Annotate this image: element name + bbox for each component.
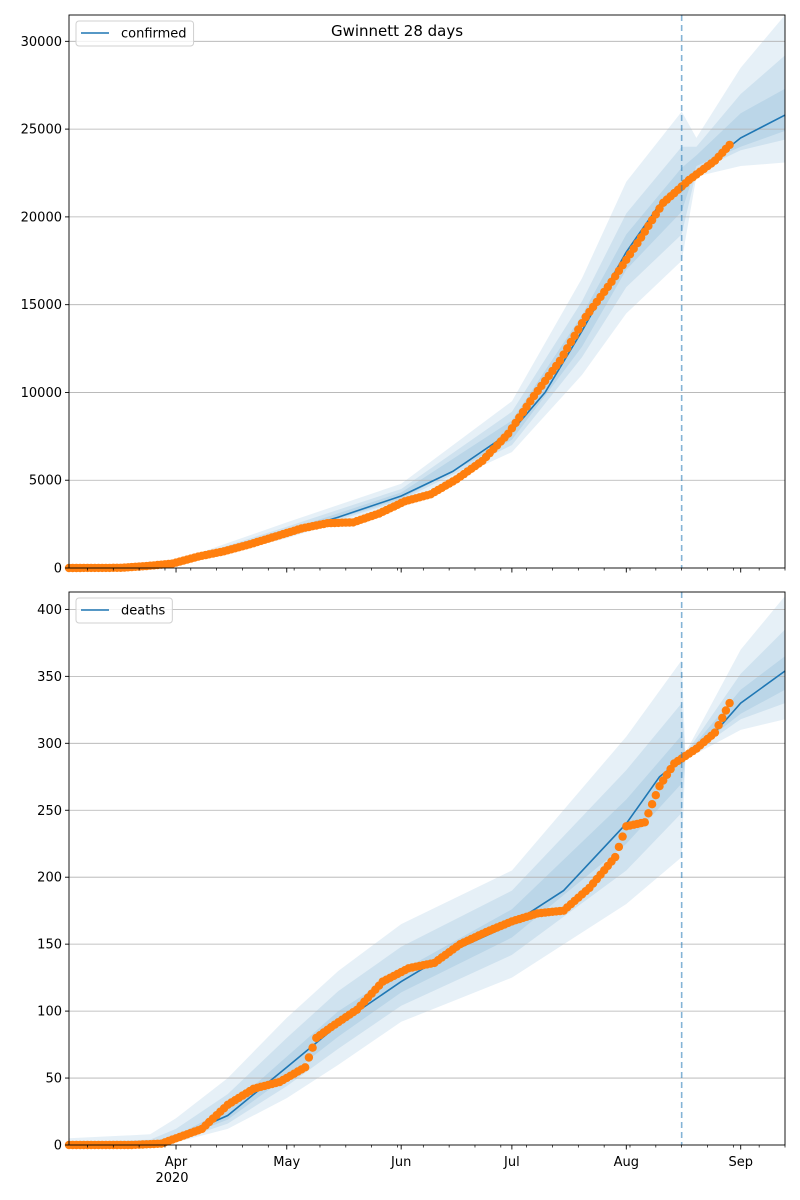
y-tick-label: 30000 — [21, 35, 62, 50]
confirmed-uncertainty-bands — [69, 15, 785, 568]
deaths-legend: deaths — [75, 597, 173, 624]
y-tick-label: 100 — [37, 1005, 62, 1020]
deaths-uncertainty-bands — [69, 596, 785, 1145]
observed-point — [611, 852, 620, 862]
confirmed-legend: confirmed — [75, 20, 195, 47]
y-tick-label: 350 — [37, 670, 62, 685]
observed-point — [301, 1063, 310, 1072]
y-tick-label: 150 — [37, 938, 62, 953]
y-tick-label: 10000 — [21, 386, 62, 401]
y-tick-label: 200 — [37, 871, 62, 886]
x-tick-label: Jun — [390, 1155, 411, 1170]
observed-point — [559, 350, 568, 359]
x-tick-label: May — [273, 1155, 300, 1170]
y-tick-label: 0 — [54, 1139, 62, 1154]
x-tick-label: Apr — [165, 1155, 188, 1170]
observed-point — [651, 791, 660, 800]
observed-point — [614, 842, 624, 852]
uncertainty-band-1 — [69, 15, 785, 568]
x-axis-year-label: 2020 — [155, 1171, 188, 1186]
x-tick-label: Sep — [728, 1155, 753, 1170]
confirmed-panel: 0 5000 10000 15000 20000 25000 30000 confirmed — [21, 14, 786, 577]
observed-point — [710, 728, 720, 737]
observed-point — [577, 319, 587, 328]
observed-point — [574, 325, 583, 334]
confirmed-legend-label: confirmed — [121, 27, 187, 42]
confirmed-legend-box — [75, 20, 195, 47]
deaths-x-ticks: Apr May Jun Jul Aug Sep — [87, 1145, 786, 1170]
y-tick-label: 20000 — [21, 210, 62, 225]
observed-point — [721, 706, 731, 715]
y-tick-label: 50 — [45, 1072, 62, 1087]
observed-point — [304, 1053, 314, 1062]
observed-point — [563, 344, 572, 353]
observed-point — [640, 818, 649, 827]
y-tick-label: 300 — [37, 737, 62, 752]
deaths-plot-frame — [68, 591, 786, 1146]
observed-point — [566, 337, 576, 347]
observed-point — [725, 140, 734, 150]
observed-point — [718, 713, 727, 723]
observed-point — [725, 698, 734, 708]
y-tick-label: 25000 — [21, 123, 62, 138]
observed-point — [644, 809, 653, 818]
confirmed-x-ticks — [87, 568, 786, 573]
confirmed-y-axis: 0 5000 10000 15000 20000 25000 30000 — [21, 35, 69, 577]
observed-point — [647, 800, 657, 809]
observed-point — [308, 1043, 317, 1052]
deaths-panel: 0 50 100 150 200 250 300 350 400 Apr May Jun Jul Aug… — [37, 591, 786, 1170]
observed-point — [618, 832, 627, 841]
y-tick-label: 400 — [37, 603, 62, 618]
y-tick-label: 250 — [37, 804, 62, 819]
y-tick-label: 0 — [54, 562, 62, 577]
deaths-legend-box — [75, 597, 173, 624]
deaths-y-axis: 0 50 100 150 200 250 300 350 400 — [37, 603, 69, 1154]
x-tick-label: Jul — [503, 1155, 520, 1170]
observed-point — [714, 721, 723, 730]
observed-point — [570, 331, 579, 340]
deaths-gridlines — [69, 609, 785, 1079]
confirmed-plot-frame — [68, 14, 786, 569]
figure-title: Gwinnett 28 days — [331, 22, 463, 40]
x-tick-label: Aug — [614, 1155, 639, 1170]
y-tick-label: 5000 — [29, 474, 62, 489]
observed-point — [555, 356, 565, 365]
y-tick-label: 15000 — [21, 298, 62, 313]
uncertainty-band-1 — [69, 596, 785, 1145]
deaths-legend-label: deaths — [121, 604, 166, 619]
